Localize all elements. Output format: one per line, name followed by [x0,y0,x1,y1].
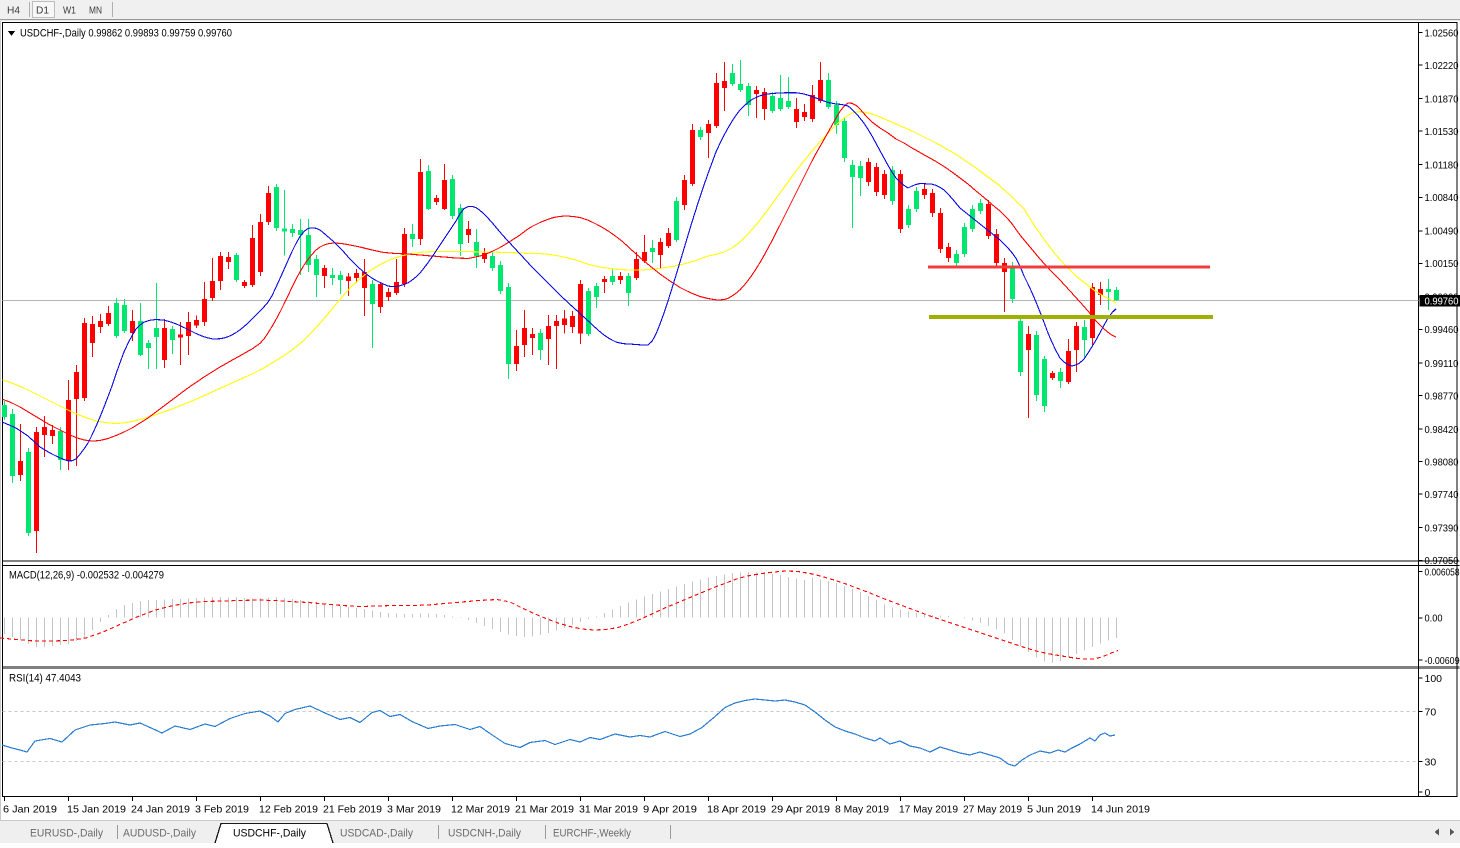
svg-text:21 Mar 2019: 21 Mar 2019 [515,804,574,816]
svg-text:1.00150: 1.00150 [1425,258,1459,270]
svg-text:AUDUSD-,Daily: AUDUSD-,Daily [123,828,196,840]
svg-text:5 Jun 2019: 5 Jun 2019 [1027,804,1081,816]
svg-text:3 Mar 2019: 3 Mar 2019 [387,804,441,816]
svg-text:1.01530: 1.01530 [1425,126,1459,138]
svg-text:0.99460: 0.99460 [1425,324,1459,336]
svg-text:31 Mar 2019: 31 Mar 2019 [579,804,638,816]
svg-text:3 Feb 2019: 3 Feb 2019 [195,804,249,816]
svg-text:0.99110: 0.99110 [1425,358,1459,370]
svg-text:100: 100 [1425,673,1443,685]
svg-text:8 May 2019: 8 May 2019 [835,804,889,816]
svg-text:12 Mar 2019: 12 Mar 2019 [451,804,510,816]
svg-text:1.02560: 1.02560 [1425,27,1459,39]
svg-text:0: 0 [1425,787,1431,799]
svg-text:D1: D1 [36,5,49,17]
svg-text:0.98080: 0.98080 [1425,456,1459,468]
svg-text:0.98420: 0.98420 [1425,424,1459,436]
svg-text:-0.006090: -0.006090 [1425,655,1460,667]
svg-text:0.97050: 0.97050 [1425,555,1459,567]
svg-text:14 Jun 2019: 14 Jun 2019 [1091,804,1150,816]
svg-text:EURUSD-,Daily: EURUSD-,Daily [30,828,103,840]
svg-text:29 Apr 2019: 29 Apr 2019 [771,804,830,816]
svg-text:0.97740: 0.97740 [1425,489,1459,501]
svg-text:1.01180: 1.01180 [1425,160,1459,172]
svg-text:0.97390: 0.97390 [1425,523,1459,535]
svg-text:30: 30 [1425,756,1437,768]
svg-text:USDCHF-,Daily: USDCHF-,Daily [233,828,306,840]
svg-text:9 Apr 2019: 9 Apr 2019 [643,804,697,816]
svg-text:18 Apr 2019: 18 Apr 2019 [707,804,766,816]
svg-text:21 Feb 2019: 21 Feb 2019 [323,804,382,816]
svg-text:H4: H4 [7,5,20,17]
svg-text:0.99760: 0.99760 [1425,295,1459,307]
svg-text:0.00: 0.00 [1425,613,1443,625]
svg-text:USDCNH-,Daily: USDCNH-,Daily [448,828,521,840]
svg-text:MACD(12,26,9) -0.002532 -0.004: MACD(12,26,9) -0.002532 -0.004279 [9,570,164,582]
svg-text:1.00490: 1.00490 [1425,226,1459,238]
svg-text:17 May 2019: 17 May 2019 [899,804,958,816]
svg-text:RSI(14) 47.4043: RSI(14) 47.4043 [9,673,81,685]
svg-text:70: 70 [1425,706,1437,718]
svg-text:6 Jan 2019: 6 Jan 2019 [3,804,57,816]
svg-text:EURCHF-,Weekly: EURCHF-,Weekly [553,828,631,840]
svg-text:USDCHF-,Daily 0.99862 0.99893: USDCHF-,Daily 0.99862 0.99893 0.99759 0.… [20,28,232,40]
svg-text:1.01870: 1.01870 [1425,93,1459,105]
svg-text:15 Jan 2019: 15 Jan 2019 [67,804,126,816]
svg-text:1.02220: 1.02220 [1425,60,1459,72]
svg-text:0.006058: 0.006058 [1425,566,1460,578]
svg-text:24 Jan 2019: 24 Jan 2019 [131,804,190,816]
svg-text:MN: MN [89,5,102,17]
svg-text:1.00840: 1.00840 [1425,192,1459,204]
svg-text:27 May 2019: 27 May 2019 [963,804,1022,816]
svg-text:USDCAD-,Daily: USDCAD-,Daily [340,828,413,840]
svg-text:W1: W1 [63,5,76,17]
svg-text:0.98770: 0.98770 [1425,390,1459,402]
svg-text:12 Feb 2019: 12 Feb 2019 [259,804,318,816]
